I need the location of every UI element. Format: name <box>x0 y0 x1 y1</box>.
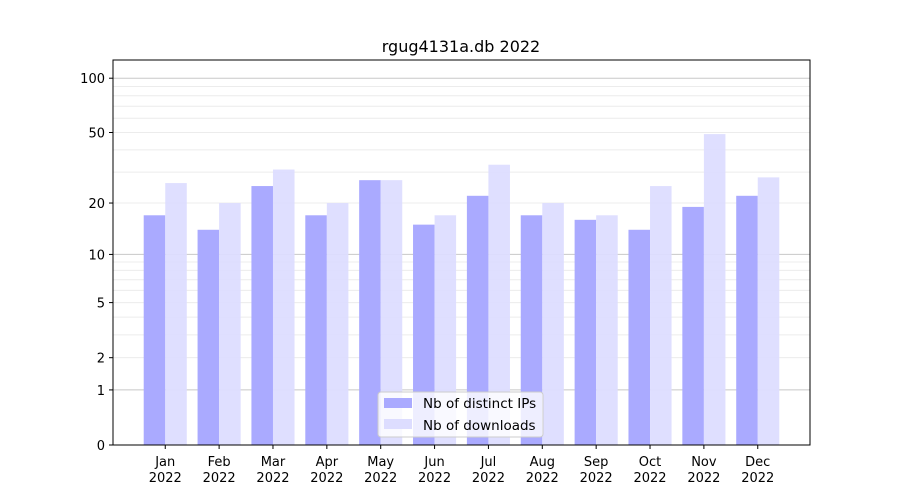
bar-downloads <box>542 203 564 445</box>
x-tick-label: Apr 2022 <box>310 455 343 486</box>
bar-downloads <box>757 177 780 445</box>
y-tick-label: 50 <box>88 127 105 142</box>
bar-ips <box>305 215 327 445</box>
bar-downloads <box>650 186 672 445</box>
legend: Nb of distinct IPs Nb of downloads <box>377 391 544 438</box>
x-tick-label: Sep 2022 <box>580 455 613 486</box>
bar-ips <box>736 195 758 445</box>
y-tick-label: 0 <box>97 439 105 454</box>
x-tick-label: Jan 2022 <box>149 455 182 486</box>
plot-frame <box>112 59 811 446</box>
bar-ips <box>359 180 381 445</box>
bar-ips <box>143 215 166 445</box>
legend-swatch-downloads <box>384 419 412 429</box>
bar-ips <box>466 195 489 445</box>
x-tick-label: Feb 2022 <box>203 455 236 486</box>
bar-ips <box>682 206 704 445</box>
x-tick-label: Aug 2022 <box>526 455 559 486</box>
bar-ips <box>628 229 651 445</box>
legend-swatch-ips <box>384 398 412 408</box>
x-tick-label: Mar 2022 <box>256 455 289 486</box>
bar-downloads <box>380 180 403 445</box>
bar-ips <box>251 186 273 445</box>
x-tick-label: May 2022 <box>364 455 397 486</box>
legend-label-downloads: Nb of downloads <box>423 418 536 434</box>
bar-ips <box>574 219 597 445</box>
x-tick-label: Dec 2022 <box>741 455 774 486</box>
bar-ips <box>520 215 543 445</box>
y-tick-label: 2 <box>97 352 105 367</box>
x-tick-label: Jul 2022 <box>472 455 505 486</box>
bar-downloads <box>326 203 349 445</box>
legend-label-ips: Nb of distinct IPs <box>423 396 536 412</box>
bar-downloads <box>272 169 295 445</box>
y-tick-label: 20 <box>88 197 105 212</box>
bar-downloads <box>703 134 726 445</box>
x-tick-label: Oct 2022 <box>633 455 666 486</box>
chart-title: rgug4131a.db 2022 <box>382 37 540 56</box>
bar-downloads <box>434 215 457 445</box>
bar-ips <box>197 229 220 445</box>
y-tick-label: 5 <box>97 297 105 312</box>
bar-downloads <box>596 215 618 445</box>
y-tick-label: 100 <box>80 72 105 87</box>
bar-downloads <box>219 203 241 445</box>
bar-downloads <box>488 164 510 445</box>
y-tick-label: 10 <box>88 248 105 263</box>
x-tick-label: Jun 2022 <box>418 455 451 486</box>
bar-downloads <box>165 183 187 445</box>
x-tick-label: Nov 2022 <box>687 455 720 486</box>
bar-ips <box>413 224 435 445</box>
y-tick-label: 1 <box>97 384 105 399</box>
